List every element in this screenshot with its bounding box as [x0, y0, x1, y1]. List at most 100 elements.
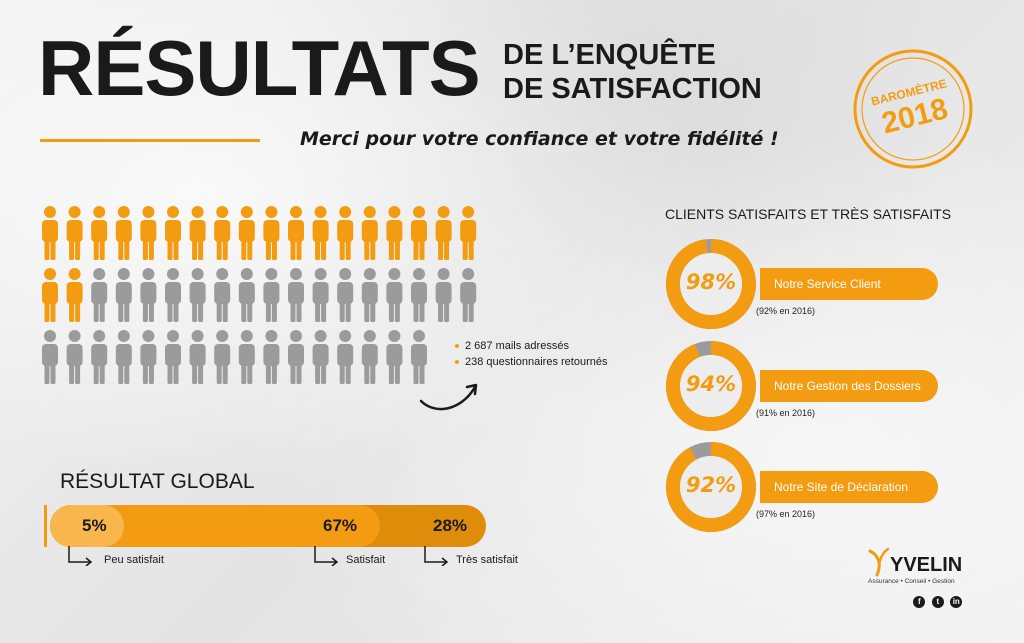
corner-arrow-icon	[68, 546, 93, 566]
person-icon	[115, 206, 132, 260]
global-bar-graphic	[44, 505, 486, 547]
satisfaction-label: Notre Site de Déclaration	[760, 471, 938, 503]
person-icon	[66, 330, 83, 384]
ring-center	[680, 355, 742, 417]
satisfaction-value: 92%	[685, 473, 737, 497]
barometer-stamp: BAROMÈTRE 2018	[853, 49, 973, 169]
person-icon	[435, 206, 452, 260]
corner-arrow-icon	[314, 546, 339, 566]
segment-peu-satisfait	[50, 505, 124, 547]
mails-count: 2 687 mails adressés	[455, 338, 607, 354]
satisfaction-ring	[666, 442, 756, 532]
person-icon	[189, 268, 206, 322]
person-icon	[42, 330, 58, 384]
brand-y-swoosh-icon	[868, 547, 890, 577]
person-icon	[42, 268, 58, 322]
person-icon	[386, 268, 403, 322]
person-icon	[312, 330, 329, 384]
divider	[40, 139, 260, 142]
brand-name: YVELIN	[890, 554, 963, 576]
person-icon	[411, 330, 427, 384]
global-result-title: RÉSULTAT GLOBAL	[60, 470, 255, 493]
corner-arrow-icon	[424, 546, 449, 566]
linkedin-icon[interactable]: in	[950, 596, 963, 608]
person-icon	[214, 206, 231, 260]
person-icon	[263, 268, 280, 322]
facebook-icon[interactable]: f	[913, 596, 926, 608]
note-peu-satisfait: Peu satisfait	[104, 554, 164, 566]
ring-progress	[666, 341, 756, 431]
satisfaction-value: 94%	[685, 372, 737, 396]
note-tres-satisfait: Très satisfait	[456, 554, 518, 566]
segment-peu-satisfait-value: 5%	[82, 516, 107, 535]
segment-satisfait	[50, 505, 380, 547]
person-icon	[460, 268, 477, 322]
person-icon	[312, 206, 329, 260]
person-icon	[238, 330, 255, 384]
ring-center	[680, 456, 742, 518]
person-icon	[91, 206, 108, 260]
person-icon	[214, 330, 231, 384]
person-icon	[411, 206, 427, 260]
person-icon	[238, 268, 255, 322]
person-icon	[288, 206, 304, 260]
curved-arrow-icon	[419, 383, 478, 411]
previous-year-value: (92% en 2016)	[756, 306, 816, 316]
segment-tres-satisfait-value: 28%	[433, 516, 468, 535]
ring-center	[680, 253, 742, 315]
person-icon	[66, 268, 83, 322]
person-icon	[91, 330, 108, 384]
person-icon	[361, 268, 378, 322]
social-links: f t in	[868, 591, 963, 609]
person-icon	[189, 206, 206, 260]
person-icon	[165, 268, 181, 322]
subtitle-line-2: DE SATISFACTION	[503, 73, 762, 105]
person-icon	[288, 330, 304, 384]
segment-satisfait-value: 67%	[323, 516, 358, 535]
satisfaction-label: Notre Gestion des Dossiers	[760, 370, 938, 402]
twitter-icon[interactable]: t	[931, 596, 944, 608]
person-icon	[238, 206, 255, 260]
person-icon	[165, 330, 181, 384]
person-icon	[42, 206, 58, 260]
person-icon	[91, 268, 108, 322]
person-icon	[337, 330, 354, 384]
satisfaction-ring	[666, 341, 756, 431]
tagline: Merci pour votre confiance et votre fidé…	[300, 128, 779, 150]
person-icon	[214, 268, 231, 322]
subtitle-line-1: DE L’ENQUÊTE	[503, 39, 716, 71]
previous-year-value: (97% en 2016)	[756, 509, 816, 519]
satisfaction-value: 98%	[685, 270, 737, 294]
brand-logo: YVELIN Assurance • Conseil • Gestion f t…	[868, 547, 963, 609]
survey-legend: 2 687 mails adressés 238 questionnaires …	[455, 338, 607, 370]
person-icon	[66, 206, 83, 260]
note-satisfait: Satisfait	[346, 554, 386, 566]
person-icon	[115, 330, 132, 384]
person-icon	[386, 206, 403, 260]
people-pictogram-grid	[42, 206, 477, 384]
person-icon	[361, 206, 378, 260]
person-icon	[288, 268, 304, 322]
person-icon	[140, 330, 157, 384]
person-icon	[140, 268, 157, 322]
person-icon	[435, 268, 452, 322]
page-title: RÉSULTATS	[38, 24, 481, 112]
person-icon	[263, 206, 280, 260]
person-icon	[165, 206, 181, 260]
satisfaction-label: Notre Service Client	[760, 268, 938, 300]
person-icon	[361, 330, 378, 384]
person-icon	[312, 268, 329, 322]
person-icon	[386, 330, 403, 384]
satisfaction-ring	[666, 239, 756, 329]
ring-progress	[666, 239, 756, 329]
previous-year-value: (91% en 2016)	[756, 408, 816, 418]
ring-progress	[666, 442, 756, 532]
person-icon	[140, 206, 157, 260]
global-result-bar	[44, 505, 486, 547]
person-icon	[115, 268, 132, 322]
person-icon	[337, 268, 354, 322]
returns-count: 238 questionnaires retournés	[455, 354, 607, 370]
person-icon	[263, 330, 280, 384]
bar-start-tick	[44, 505, 47, 547]
person-icon	[411, 268, 427, 322]
